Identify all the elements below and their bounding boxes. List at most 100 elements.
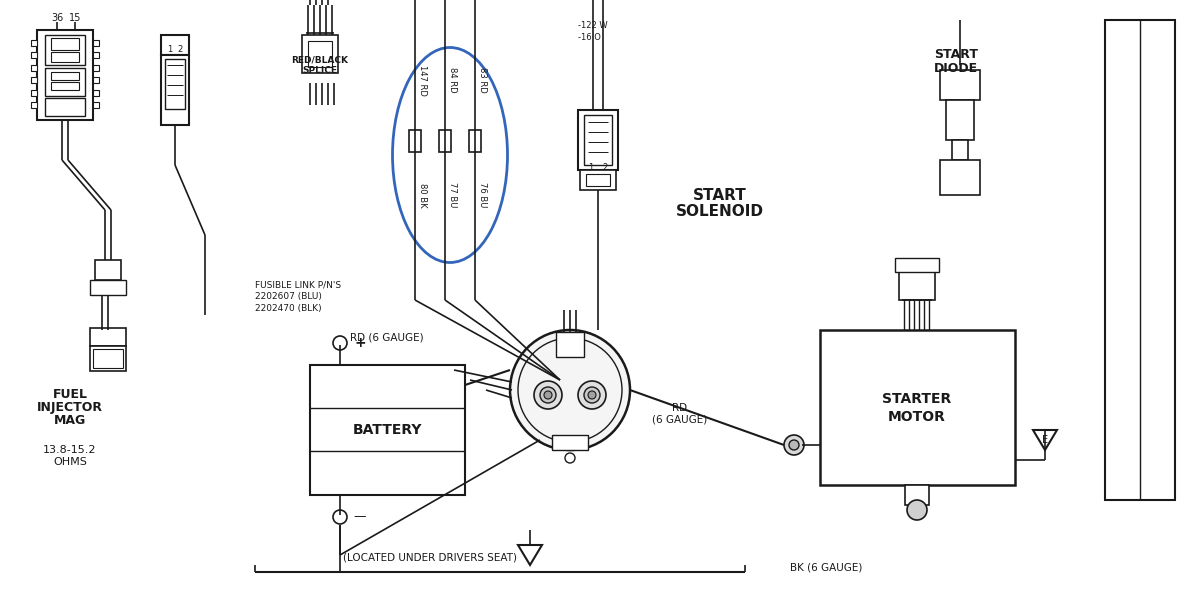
Bar [93, 65, 99, 71]
Text: SOLENOID: SOLENOID [676, 203, 764, 218]
Bar [578, 110, 618, 170]
Circle shape [333, 510, 347, 524]
Text: 2202607 (BLU): 2202607 (BLU) [255, 292, 322, 301]
Bar [31, 102, 37, 108]
Bar [586, 174, 611, 186]
Bar [93, 40, 99, 46]
Text: 77 BU: 77 BU [448, 182, 457, 208]
Text: RED/BLACK
SPLICE: RED/BLACK SPLICE [292, 55, 348, 75]
Text: FUEL: FUEL [52, 389, 87, 401]
Bar [31, 40, 37, 46]
Circle shape [588, 391, 596, 399]
Text: 36: 36 [51, 13, 63, 23]
Bar [165, 59, 185, 109]
Bar [90, 346, 126, 371]
Text: RD: RD [672, 403, 687, 413]
Text: RD (6 GAUGE): RD (6 GAUGE) [351, 332, 424, 342]
Circle shape [565, 453, 575, 463]
Circle shape [540, 387, 556, 403]
Bar [308, 41, 332, 67]
Bar [469, 130, 481, 152]
Bar [51, 82, 79, 90]
Bar [309, 365, 465, 495]
Bar [439, 130, 451, 152]
Text: OHMS: OHMS [53, 457, 87, 467]
Bar [31, 65, 37, 71]
Circle shape [583, 387, 600, 403]
Circle shape [784, 435, 804, 455]
Text: 80 BK: 80 BK [418, 182, 428, 208]
Text: BK (6 GAUGE): BK (6 GAUGE) [790, 563, 862, 573]
Text: 13.8-15.2: 13.8-15.2 [44, 445, 97, 455]
Bar [940, 160, 980, 195]
Bar [556, 332, 583, 357]
Text: MOTOR: MOTOR [888, 410, 946, 424]
Bar [161, 35, 189, 55]
Text: BATTERY: BATTERY [352, 423, 422, 437]
Text: +: + [354, 336, 366, 350]
Bar [31, 90, 37, 96]
Text: STARTER: STARTER [882, 392, 952, 406]
Text: 1: 1 [588, 163, 594, 172]
Bar [93, 52, 99, 58]
Circle shape [333, 336, 347, 350]
Bar [583, 115, 612, 165]
Text: 84 RD: 84 RD [448, 67, 457, 93]
Circle shape [510, 330, 629, 450]
Text: —: — [354, 511, 366, 523]
Circle shape [534, 381, 562, 409]
Text: -16 O: -16 O [578, 33, 601, 42]
Bar [51, 38, 79, 50]
Circle shape [789, 440, 800, 450]
Bar [45, 35, 85, 65]
Text: 83 RD: 83 RD [478, 67, 487, 93]
Text: FUSIBLE LINK P/N'S: FUSIBLE LINK P/N'S [255, 280, 341, 289]
Bar [90, 280, 126, 295]
Text: 2: 2 [177, 45, 183, 54]
Bar [31, 77, 37, 83]
Bar [946, 100, 974, 140]
Text: E: E [1042, 435, 1048, 445]
Text: START: START [934, 48, 978, 62]
Bar [37, 30, 93, 120]
Bar [45, 68, 85, 96]
Circle shape [907, 500, 927, 520]
Text: 147 RD: 147 RD [418, 65, 428, 96]
Text: 76 BU: 76 BU [478, 182, 487, 208]
Bar [45, 98, 85, 116]
Text: MAG: MAG [54, 414, 86, 428]
Bar [161, 55, 189, 125]
Bar [552, 435, 588, 450]
Bar [51, 52, 79, 62]
Text: START: START [693, 188, 746, 203]
Bar [93, 349, 123, 368]
Text: 2202470 (BLK): 2202470 (BLK) [255, 304, 321, 313]
Bar [1105, 20, 1175, 500]
Bar [90, 328, 126, 346]
Bar [940, 70, 980, 100]
Bar [31, 52, 37, 58]
Bar [952, 140, 968, 160]
Bar [820, 330, 1014, 485]
Circle shape [544, 391, 552, 399]
Text: (6 GAUGE): (6 GAUGE) [652, 415, 707, 425]
Text: (LOCATED UNDER DRIVERS SEAT): (LOCATED UNDER DRIVERS SEAT) [342, 552, 517, 562]
Bar [51, 72, 79, 80]
Bar [93, 102, 99, 108]
Bar [94, 260, 120, 280]
Text: INJECTOR: INJECTOR [37, 401, 103, 414]
Circle shape [578, 381, 606, 409]
Text: DIODE: DIODE [934, 62, 978, 75]
Polygon shape [518, 545, 542, 565]
Text: -122 W: -122 W [578, 20, 608, 29]
Bar [409, 130, 420, 152]
Bar [905, 485, 929, 505]
Bar [899, 272, 935, 300]
Text: 1: 1 [168, 45, 172, 54]
Bar [93, 77, 99, 83]
Polygon shape [1033, 430, 1057, 450]
Bar [895, 258, 939, 272]
Text: 2: 2 [602, 163, 608, 172]
Text: 15: 15 [68, 13, 81, 23]
Bar [93, 90, 99, 96]
